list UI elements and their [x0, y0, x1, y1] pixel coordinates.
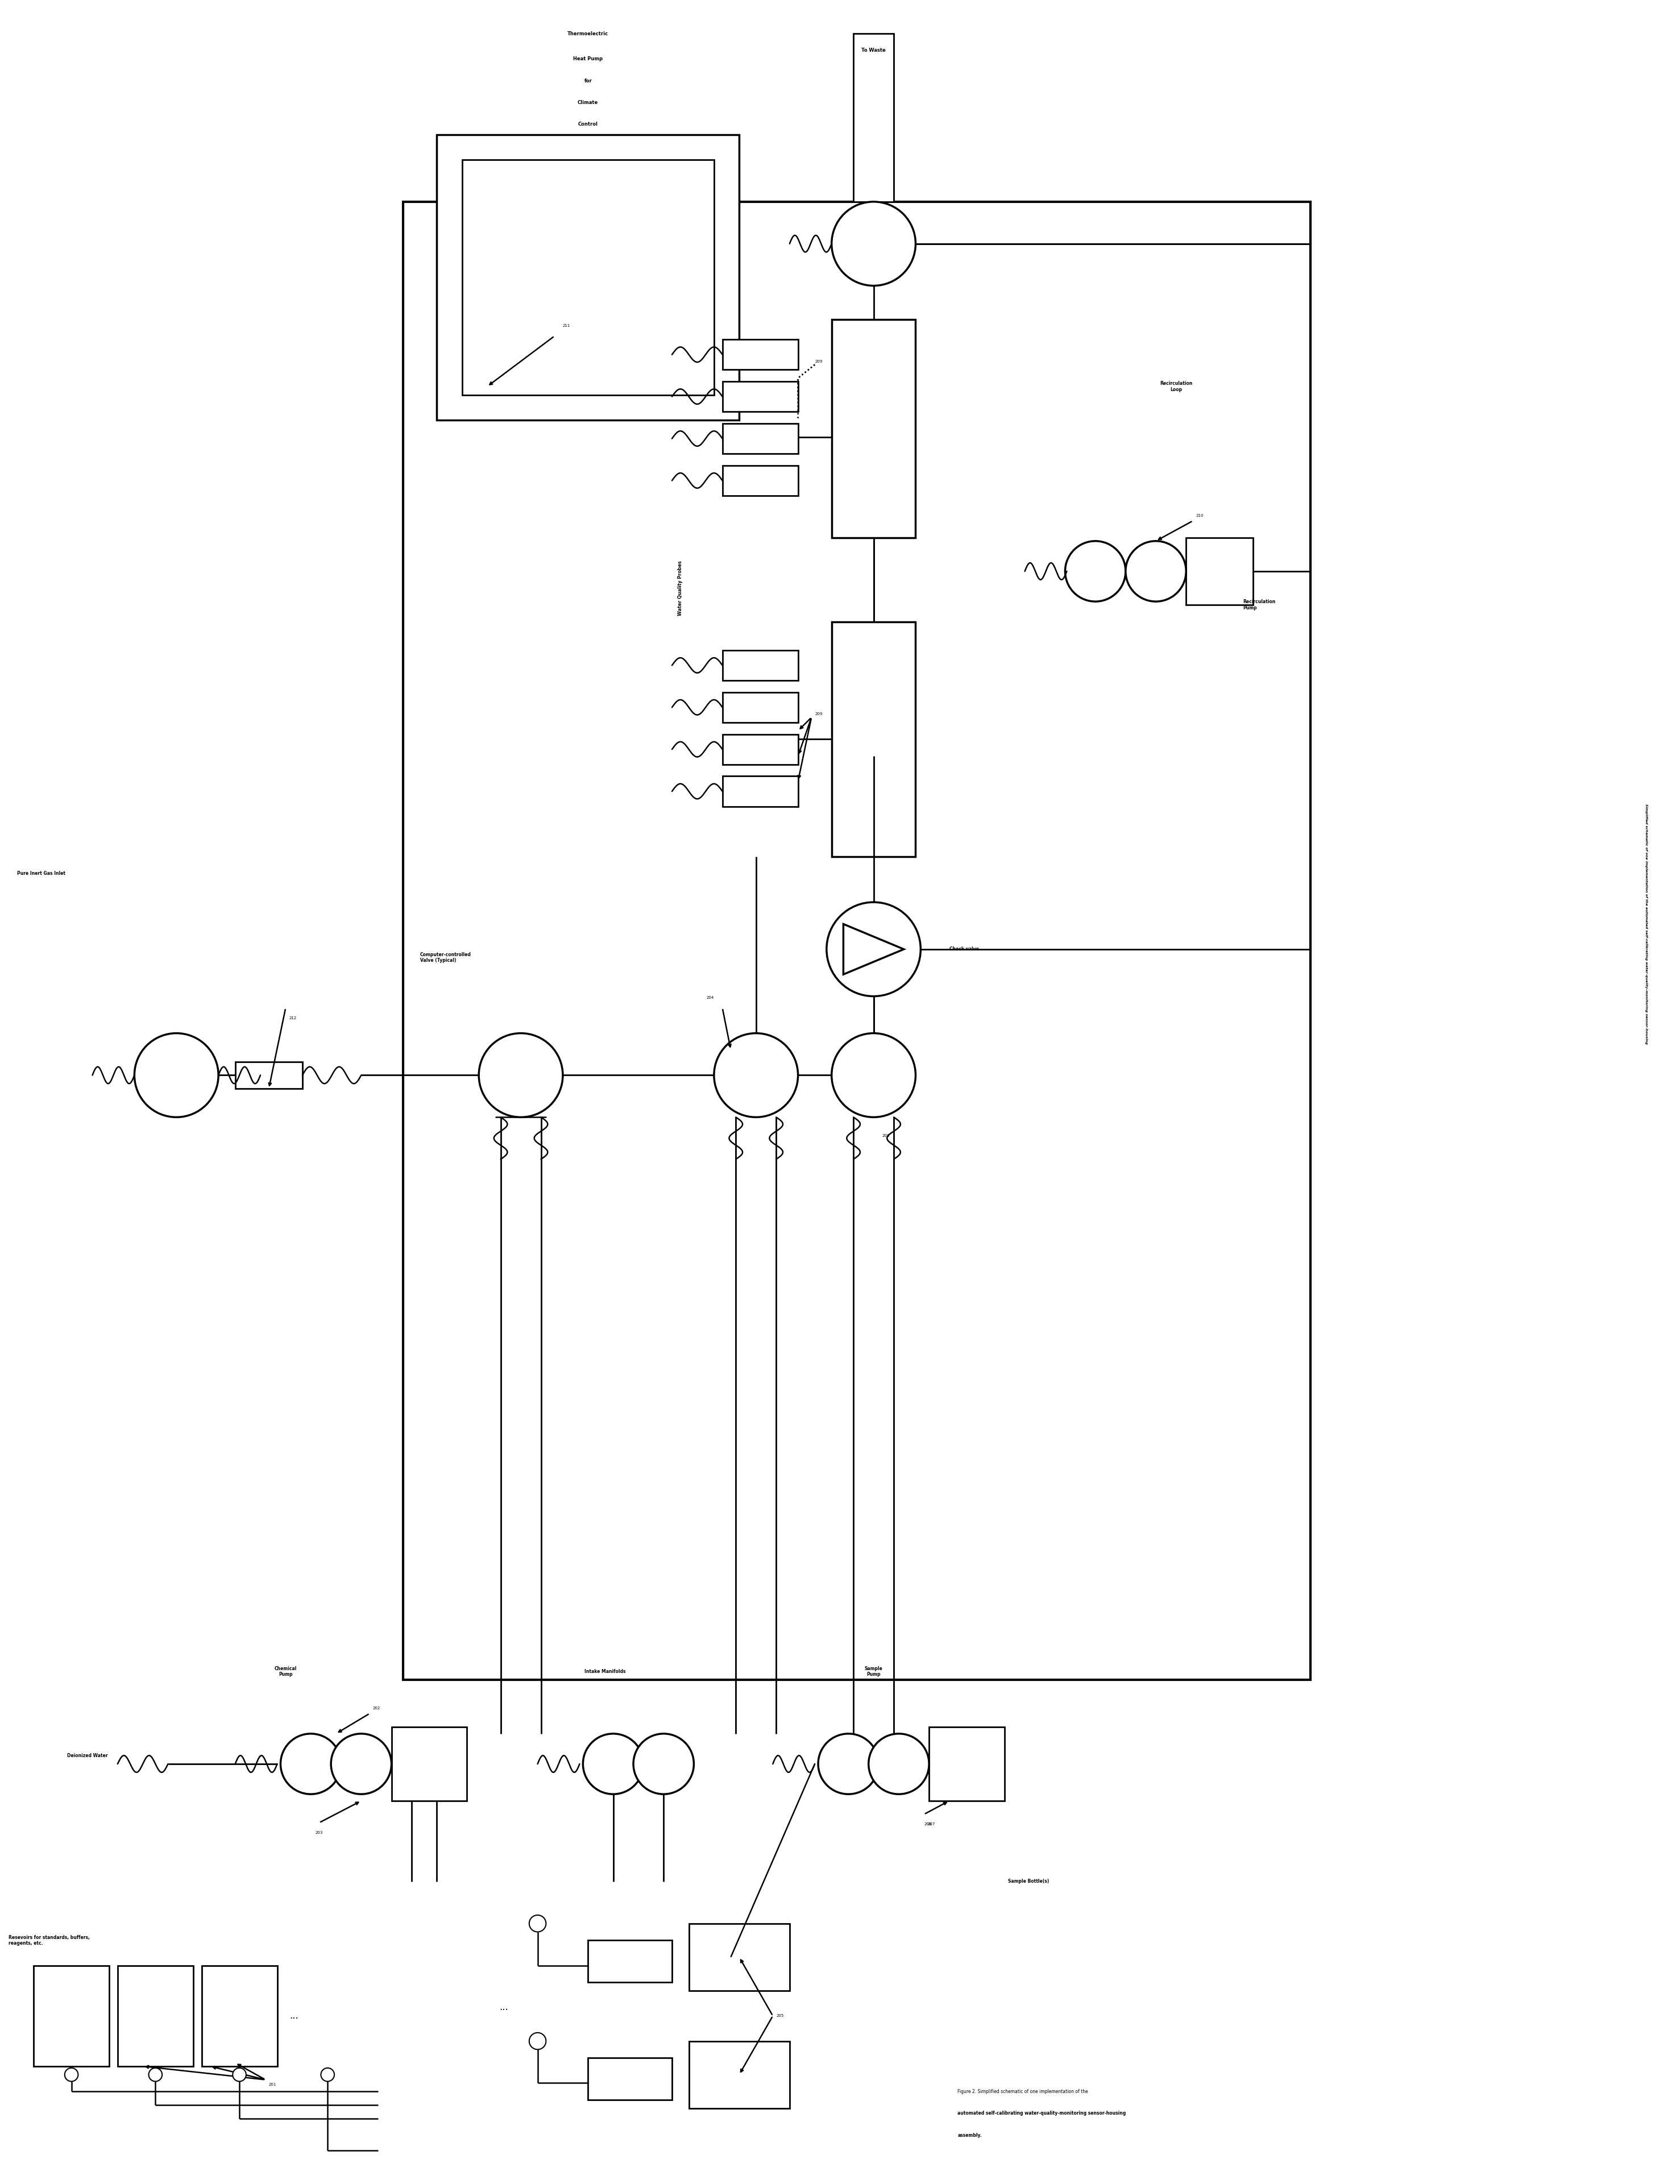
Text: 206: 206 — [924, 1824, 932, 1826]
Bar — [588, 2057, 672, 2099]
Text: 208: 208 — [882, 1133, 890, 1138]
Bar — [832, 622, 916, 856]
Text: Thermoelectric: Thermoelectric — [568, 31, 608, 37]
Text: Chemical
Pump: Chemical Pump — [274, 1666, 297, 1677]
Bar — [118, 1966, 193, 2066]
Bar — [722, 339, 798, 369]
Text: 204: 204 — [707, 996, 714, 1000]
Text: Figure 2. Simplified schematic of one implementation of the: Figure 2. Simplified schematic of one im… — [958, 2088, 1090, 2094]
Text: 209: 209 — [815, 360, 823, 363]
Text: for: for — [585, 79, 591, 83]
Text: Intake Manifolds: Intake Manifolds — [585, 1669, 625, 1675]
Circle shape — [331, 1734, 391, 1793]
Circle shape — [1126, 542, 1186, 601]
Text: 212: 212 — [289, 1016, 296, 1020]
Circle shape — [321, 2068, 334, 2081]
Text: Check valve: Check valve — [949, 946, 979, 952]
Bar — [1186, 537, 1253, 605]
Circle shape — [281, 1734, 341, 1793]
Bar — [462, 159, 714, 395]
Text: automated self-calibrating water-quality-monitoring sensor-housing: automated self-calibrating water-quality… — [958, 2110, 1126, 2116]
Text: 211: 211 — [563, 323, 571, 328]
Circle shape — [66, 2068, 77, 2081]
Bar — [689, 1924, 790, 1990]
Text: Sample
Pump: Sample Pump — [865, 1666, 882, 1677]
Text: Sample Bottle(s): Sample Bottle(s) — [1008, 1878, 1048, 1885]
Bar — [722, 382, 798, 413]
Bar — [722, 424, 798, 454]
Bar — [722, 465, 798, 496]
Text: assembly.: assembly. — [958, 2132, 981, 2138]
Circle shape — [714, 1033, 798, 1118]
Text: To Waste: To Waste — [862, 48, 885, 52]
Bar — [853, 33, 894, 201]
Bar — [689, 2042, 790, 2108]
Bar — [929, 1728, 1005, 1802]
Text: 209: 209 — [815, 712, 823, 716]
Circle shape — [832, 1033, 916, 1118]
Text: Simplified schematic of one implementation of the automated self-calibrating wat: Simplified schematic of one implementati… — [1645, 804, 1648, 1044]
Bar — [437, 135, 739, 419]
Text: 203: 203 — [316, 1830, 323, 1835]
Polygon shape — [843, 924, 904, 974]
Bar — [34, 1966, 109, 2066]
Text: Computer-controlled
Valve (Typical): Computer-controlled Valve (Typical) — [420, 952, 470, 963]
Text: 201: 201 — [269, 2084, 277, 2086]
Bar — [235, 1061, 302, 1088]
Bar — [588, 1939, 672, 1983]
Circle shape — [150, 2068, 161, 2081]
Text: Climate: Climate — [578, 100, 598, 105]
Text: Deionized Water: Deionized Water — [67, 1754, 108, 1758]
Bar — [722, 775, 798, 806]
Circle shape — [633, 1734, 694, 1793]
Text: Recirculation
Loop: Recirculation Loop — [1159, 380, 1193, 391]
Circle shape — [832, 201, 916, 286]
Text: ...: ... — [499, 2003, 509, 2014]
Text: 207: 207 — [927, 1824, 936, 1826]
Text: 202: 202 — [373, 1706, 380, 1710]
Circle shape — [529, 2033, 546, 2049]
Bar — [391, 1728, 467, 1802]
Text: Pure Inert Gas Inlet: Pure Inert Gas Inlet — [17, 871, 66, 876]
Text: ...: ... — [289, 2011, 299, 2020]
Circle shape — [232, 2068, 247, 2081]
Bar — [722, 651, 798, 681]
Text: Water Quality Probes: Water Quality Probes — [677, 561, 684, 616]
Circle shape — [479, 1033, 563, 1118]
Circle shape — [869, 1734, 929, 1793]
Circle shape — [818, 1734, 879, 1793]
Circle shape — [583, 1734, 643, 1793]
Text: 205: 205 — [776, 2014, 783, 2018]
Circle shape — [134, 1033, 218, 1118]
Circle shape — [529, 1915, 546, 1933]
Text: Resevoirs for standards, buffers,
reagents, etc.: Resevoirs for standards, buffers, reagen… — [8, 1935, 89, 1946]
Bar — [832, 319, 916, 537]
Text: Heat Pump: Heat Pump — [573, 57, 603, 61]
Bar — [722, 692, 798, 723]
Bar — [403, 201, 1310, 1679]
Bar — [202, 1966, 277, 2066]
Text: Recirculation
Pump: Recirculation Pump — [1243, 598, 1275, 609]
Bar — [722, 734, 798, 764]
Circle shape — [1065, 542, 1126, 601]
Text: 210: 210 — [1196, 513, 1205, 518]
Circle shape — [827, 902, 921, 996]
Text: Control: Control — [578, 122, 598, 127]
